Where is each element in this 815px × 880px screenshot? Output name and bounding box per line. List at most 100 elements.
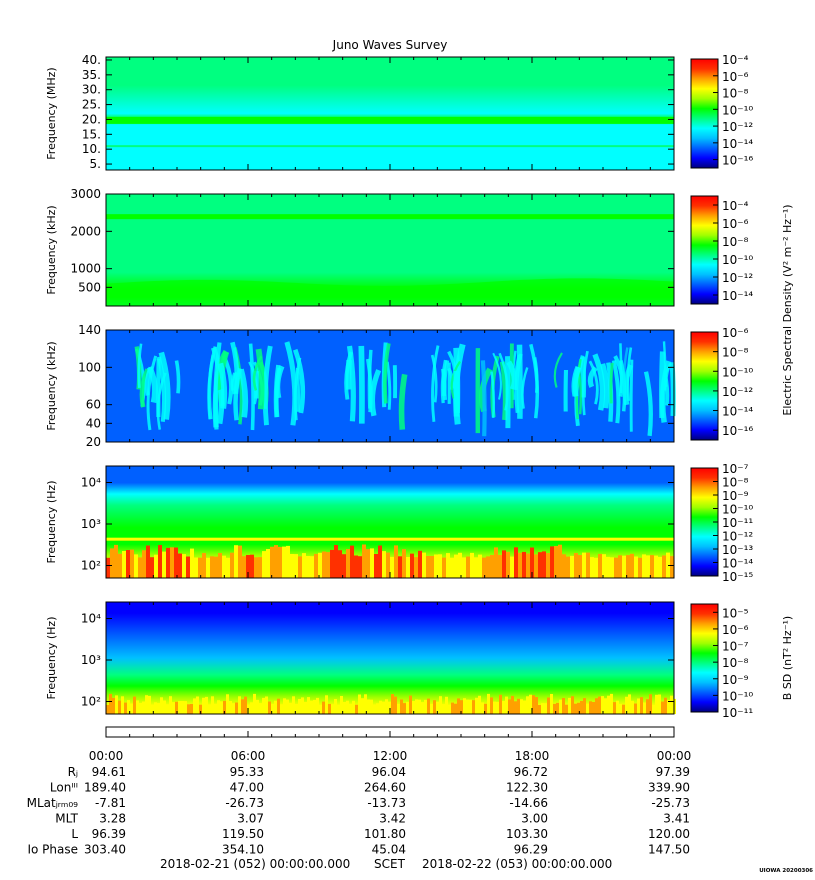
- emission-column: [342, 554, 346, 578]
- y-tick-label: 10²: [81, 559, 101, 573]
- emission-column: [422, 552, 426, 578]
- y-axis-label: Frequency (Hz): [45, 617, 58, 700]
- colorbar-gradient: [690, 58, 719, 169]
- y-tick-label: 30.: [82, 83, 101, 97]
- spectrogram-panel-2: 3000 2000 1000 500 Frequency (kHz): [45, 187, 675, 307]
- emission-column: [614, 557, 618, 578]
- emission-column: [134, 554, 138, 578]
- ephemeris-value: 3.00: [521, 812, 548, 826]
- emission-column: [190, 548, 194, 578]
- emission-column: [265, 696, 268, 714]
- emission-streak: [292, 348, 306, 414]
- emission-column: [463, 698, 466, 714]
- emission-column: [150, 557, 154, 578]
- emission-column: [121, 696, 124, 714]
- emission-column: [486, 556, 490, 578]
- emission-column: [430, 704, 433, 714]
- emission-column: [409, 695, 412, 714]
- emission-column: [378, 545, 382, 578]
- colorbar-tick-label: 10⁻¹²: [722, 385, 753, 399]
- emission-column: [205, 696, 208, 714]
- ephemeris-row-label: MLT: [55, 812, 78, 826]
- emission-column: [541, 703, 544, 714]
- emission-column: [592, 702, 595, 714]
- emission-column: [175, 701, 178, 714]
- emission-column: [127, 700, 130, 714]
- footer-stamp: UIOWA 20200306: [759, 868, 813, 874]
- emission-streak: [587, 366, 598, 388]
- ephemeris-value: 3.28: [99, 812, 126, 826]
- emission-column: [196, 696, 199, 714]
- emission-column: [458, 552, 462, 578]
- emission-column: [646, 555, 650, 578]
- emission-column: [206, 557, 210, 578]
- emission-column: [354, 555, 358, 578]
- emission-column: [198, 557, 202, 578]
- emission-column: [223, 700, 226, 714]
- emission-column: [302, 553, 306, 578]
- emission-column: [364, 694, 367, 714]
- emission-streak: [217, 362, 228, 409]
- ephemeris-value: -13.73: [367, 796, 406, 810]
- emission-column: [574, 553, 578, 578]
- emission-column: [274, 700, 277, 714]
- emission-streak: [492, 352, 502, 400]
- emission-column: [130, 703, 133, 714]
- colorbar-tick-label: 10⁻¹⁰: [722, 503, 753, 517]
- emission-column: [138, 557, 142, 578]
- emission-column: [178, 553, 182, 578]
- emission-column: [526, 553, 530, 578]
- emission-column: [505, 696, 508, 714]
- emission-column: [514, 701, 517, 714]
- emission-column: [294, 554, 298, 578]
- ephemeris-value: 339.90: [648, 781, 690, 795]
- y-tick-label: 10.: [82, 142, 101, 156]
- emission-column: [474, 557, 478, 578]
- emission-column: [457, 698, 460, 714]
- emission-column: [595, 698, 598, 714]
- colorbar-tick-label: 10⁻¹⁴: [722, 557, 753, 571]
- emission-column: [610, 557, 614, 578]
- colorbar-tick-label: 10⁻¹⁴: [722, 289, 753, 303]
- colorbar-tick-label: 10⁻⁶: [722, 70, 749, 84]
- emission-streak: [521, 367, 529, 409]
- emission-column: [642, 554, 646, 578]
- emission-column: [271, 703, 274, 714]
- colorbar-tick-label: 10⁻⁴: [722, 199, 749, 213]
- emission-column: [262, 551, 266, 578]
- y-tick-label: 25.: [82, 98, 101, 112]
- time-axis: [105, 726, 675, 738]
- colorbar-tick-label: 10⁻¹²: [722, 120, 753, 134]
- y-tick-label: 10⁴: [81, 612, 101, 626]
- colorbar-tick-label: 10⁻⁸: [722, 476, 749, 490]
- emission-column: [517, 698, 520, 714]
- colorbar-tick-label: 10⁻¹⁰: [722, 103, 753, 117]
- emission-column: [115, 695, 118, 714]
- emission-column: [655, 694, 658, 714]
- emission-column: [142, 550, 146, 578]
- emission-column: [370, 548, 374, 578]
- emission-column: [664, 697, 667, 714]
- emission-column: [394, 696, 397, 714]
- colorbar-tick-label: 10⁻¹⁵: [722, 570, 753, 584]
- emission-column: [158, 545, 162, 578]
- emission-column: [310, 700, 313, 714]
- emission-column: [106, 557, 110, 578]
- emission-column: [598, 696, 601, 714]
- emission-column: [114, 544, 118, 578]
- emission-column: [193, 698, 196, 714]
- colorbar-tick-label: 10⁻⁸: [722, 346, 749, 360]
- colorbar-gradient: [690, 603, 719, 713]
- emission-column: [586, 552, 590, 578]
- emission-column: [286, 699, 289, 714]
- emission-column: [580, 701, 583, 714]
- emission-column: [586, 703, 589, 714]
- emission-column: [282, 546, 286, 578]
- emission-column: [566, 556, 570, 578]
- emission-column: [661, 701, 664, 714]
- ephemeris-value: 95.33: [230, 765, 264, 779]
- ephemeris-value: 96.72: [514, 765, 548, 779]
- emission-column: [254, 557, 258, 578]
- ephemeris-value: 96.04: [372, 765, 406, 779]
- emission-column: [211, 696, 214, 714]
